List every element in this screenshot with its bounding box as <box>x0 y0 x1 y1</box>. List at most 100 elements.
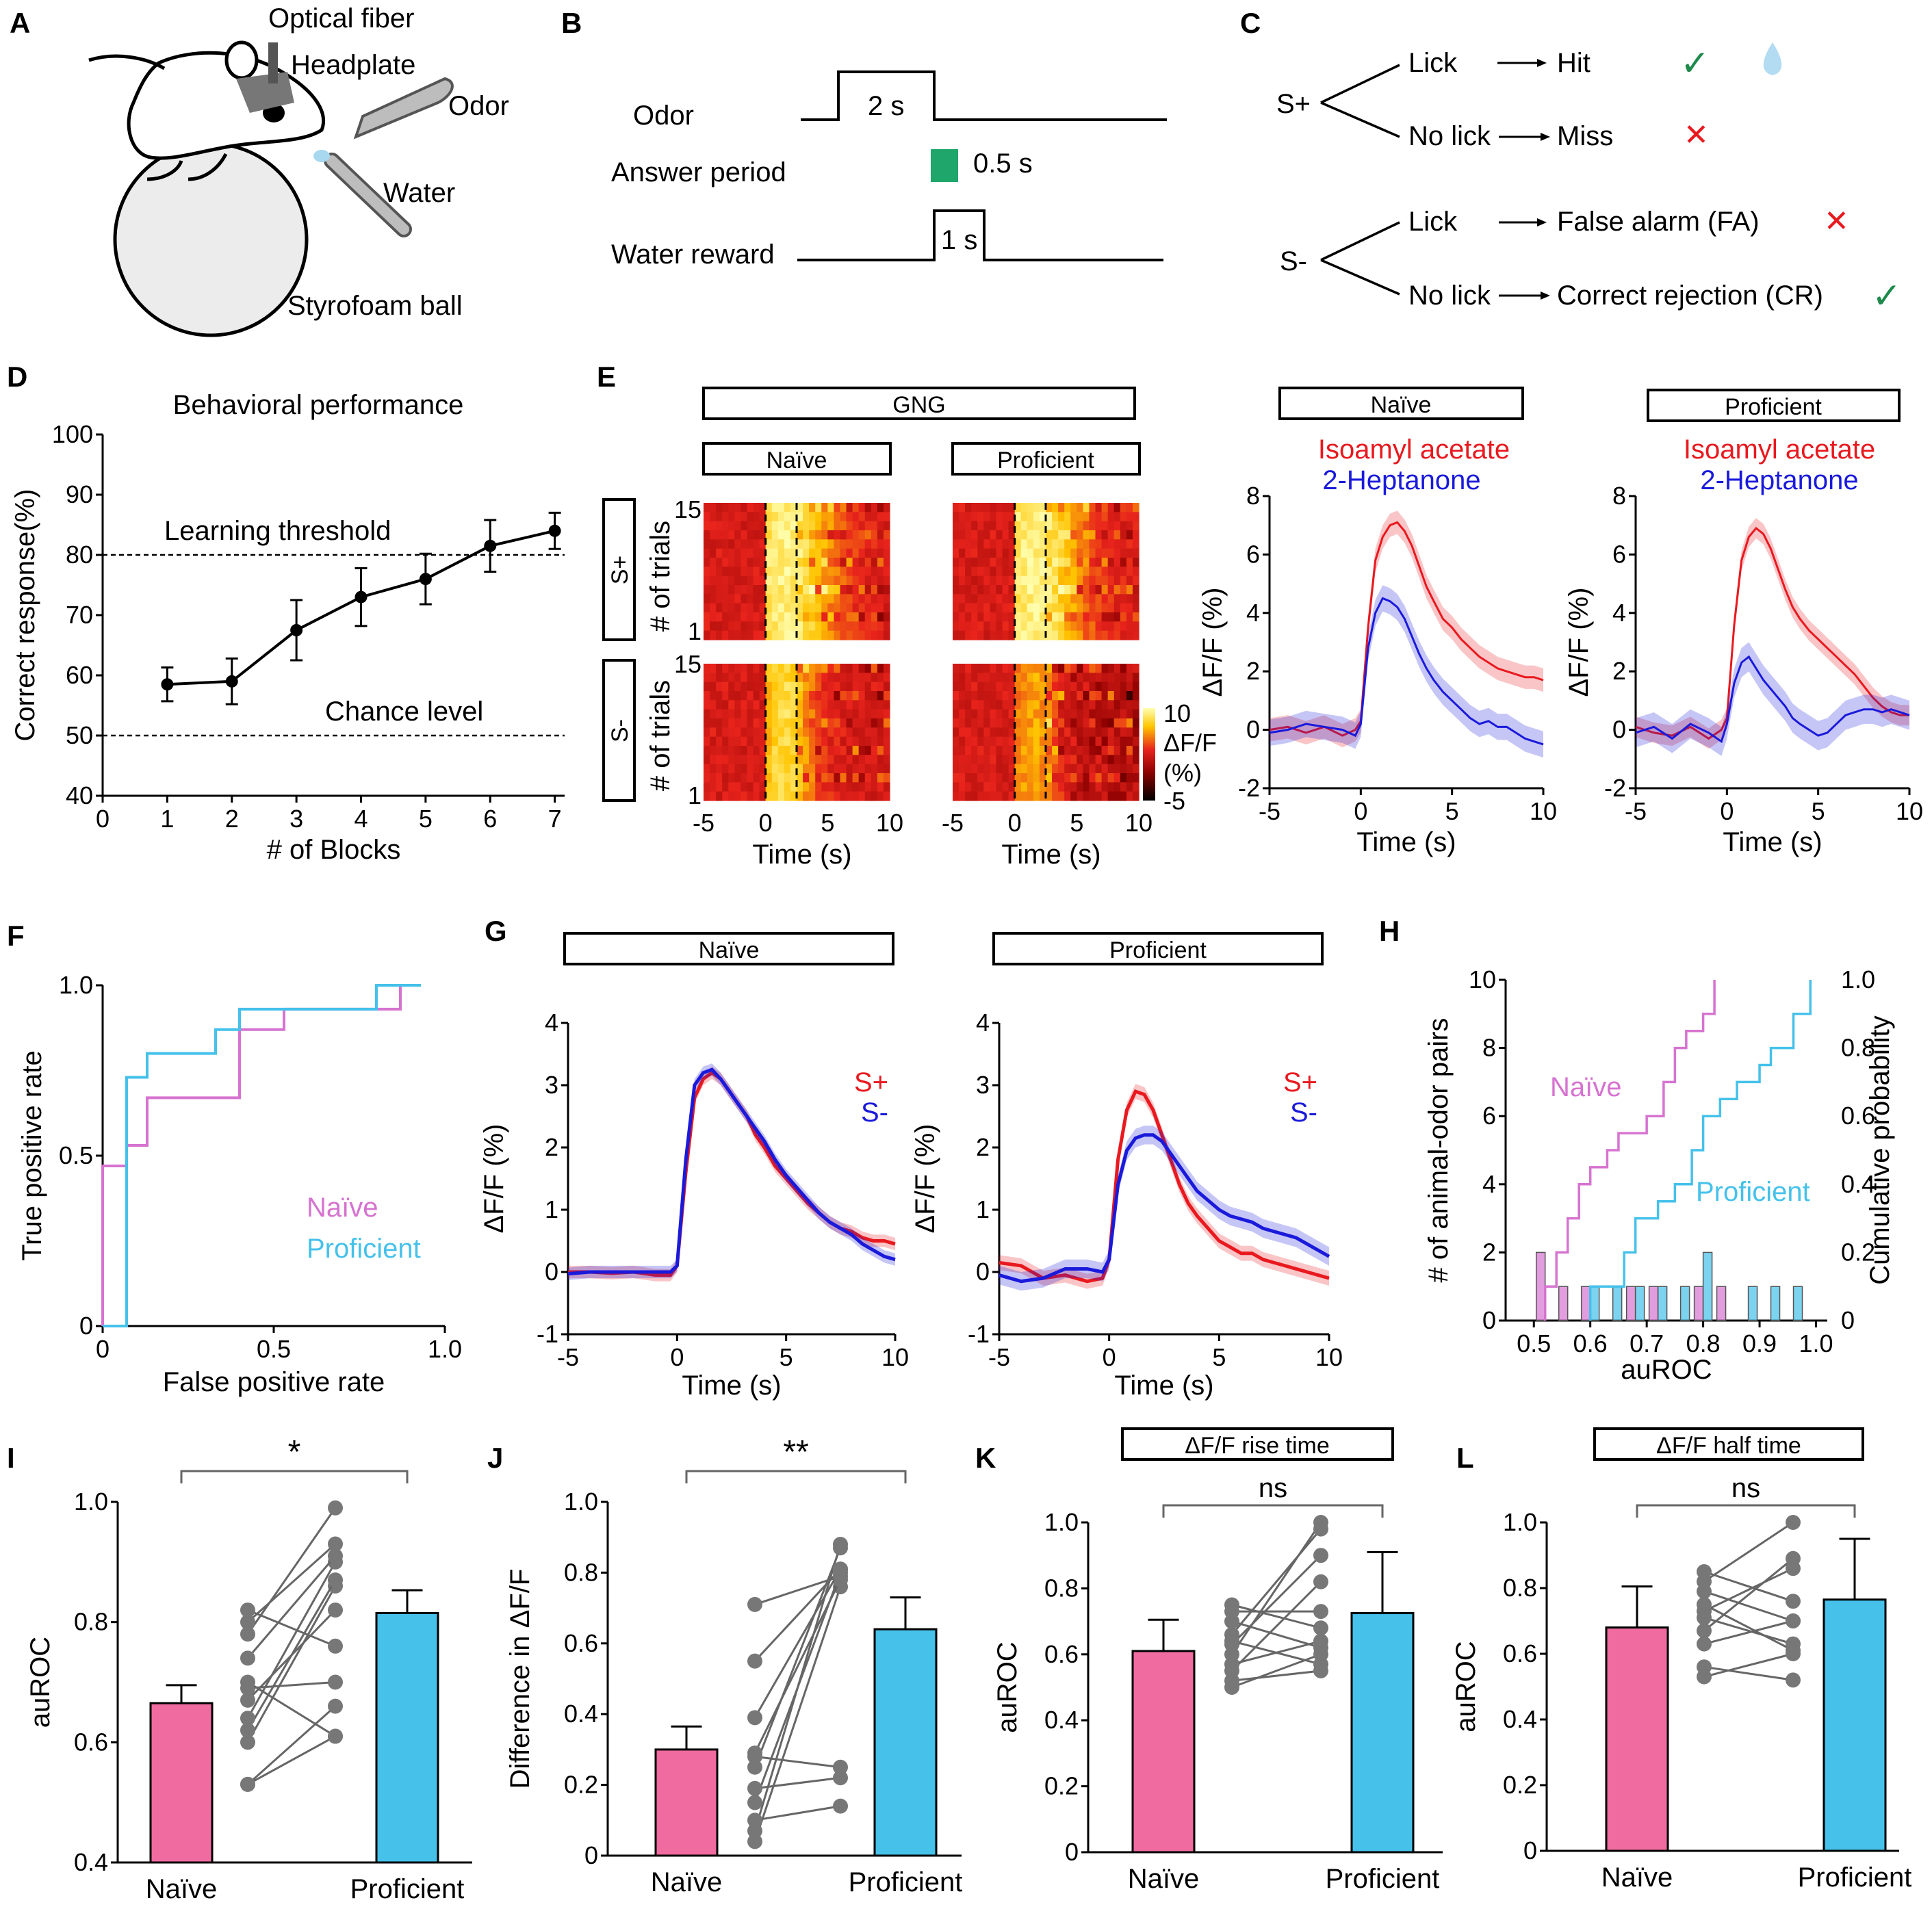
heatmap-cell <box>1107 727 1115 738</box>
data-point <box>161 678 174 691</box>
data-point <box>1786 1561 1801 1576</box>
heatmap-cell <box>740 512 748 522</box>
heatmap-cell <box>1039 691 1046 701</box>
heatmap-cell <box>1002 718 1009 728</box>
heatmap-cell <box>1064 718 1071 728</box>
heatmap-cell <box>821 755 828 765</box>
heatmap-cell <box>990 664 997 673</box>
heatmap-cell <box>858 755 866 765</box>
heatmap-cell <box>1020 585 1028 595</box>
heatmap-cell <box>734 539 741 549</box>
heatmap-cell <box>1095 548 1103 558</box>
heatmap-cell <box>722 567 729 577</box>
heatmap-cell <box>971 594 978 604</box>
heatmap-cell <box>797 503 803 512</box>
heatmap-cell <box>1095 558 1103 567</box>
heatmap-cell <box>852 521 860 531</box>
heatmap-cell <box>871 539 878 549</box>
heatmap-cell <box>858 575 866 586</box>
y-tick-label: 0 <box>1065 1838 1079 1866</box>
heatmap-cell <box>959 594 966 604</box>
heatmap-cell <box>1064 567 1071 577</box>
heatmap-cell <box>1095 594 1103 604</box>
heatmap-cell <box>1002 673 1009 683</box>
heatmap-cell <box>790 575 797 586</box>
heatmap-cell <box>747 539 754 549</box>
heatmap-cell <box>734 664 741 673</box>
heatmap-cell <box>1126 718 1133 728</box>
label-hit: Hit <box>1557 48 1590 78</box>
label-s-plus: S+ <box>1276 89 1311 119</box>
heatmap-cell <box>1132 736 1139 746</box>
heatmap-cell <box>852 530 860 540</box>
heatmap-cell <box>840 558 847 567</box>
heatmap-cell <box>1083 727 1090 738</box>
data-point <box>747 1596 762 1612</box>
heatmap-cell <box>1101 594 1109 604</box>
heatmap-cell <box>1070 585 1077 595</box>
heatmap-cell <box>846 727 853 738</box>
heatmap-cell <box>1033 558 1040 567</box>
heatmap-cell <box>790 746 797 755</box>
heatmap-cell <box>877 630 884 640</box>
heatmap-cell <box>965 530 972 540</box>
naive-header-label: Naïve <box>699 937 760 963</box>
heatmap-cell <box>777 603 785 613</box>
heatmap-cell <box>827 791 834 801</box>
heatmap-cell <box>1058 558 1065 567</box>
heatmap-cell <box>821 764 828 774</box>
heatmap-cell <box>877 512 884 522</box>
heatmap-cell <box>1077 558 1083 567</box>
heatmap-cell <box>722 603 729 613</box>
heatmap-cell <box>877 503 884 512</box>
heatmap-cell <box>753 521 760 531</box>
y-tick-label: 2 <box>1612 657 1626 685</box>
heatmap-cell <box>1089 709 1096 719</box>
branch-line <box>1320 101 1400 138</box>
heatmap-cell <box>953 691 959 701</box>
heatmap-cell <box>821 773 828 783</box>
heatmap-cell <box>784 612 791 622</box>
heatmap-cell <box>765 530 773 540</box>
heatmap-cell <box>1064 755 1071 765</box>
heatmap-cell <box>1064 548 1071 558</box>
heatmap-cell <box>953 585 959 595</box>
heatmap-cell <box>1027 585 1034 595</box>
heatmap-cell <box>834 503 841 512</box>
heatmap-cell <box>704 585 710 595</box>
heatmap-cell <box>846 585 853 595</box>
heatmap-cell <box>834 630 841 640</box>
heatmap-cell <box>852 718 860 728</box>
heatmap-cell <box>953 764 959 774</box>
heatmap-cell <box>852 512 860 522</box>
heatmap-cell <box>1089 594 1096 604</box>
heatmap-cell <box>1027 773 1034 783</box>
heatmap-cell <box>803 548 810 558</box>
heatmap-cell <box>1064 791 1071 801</box>
heatmap-cell <box>797 700 803 710</box>
heatmap-cell <box>747 736 754 746</box>
heatmap-cell <box>1014 673 1022 683</box>
heatmap-cell <box>858 558 866 567</box>
heatmap-cell <box>971 681 978 692</box>
heatmap-cell <box>728 736 735 746</box>
heatmap-cell <box>728 700 735 710</box>
heatmap-cell <box>959 530 966 540</box>
heatmap-cell <box>716 664 723 673</box>
heatmap-cell <box>1101 539 1109 549</box>
x-axis-label: Time (s) <box>752 840 851 870</box>
heatmap-cell <box>753 612 760 622</box>
heatmap-cell <box>1107 691 1115 701</box>
data-point <box>747 1710 762 1726</box>
heatmap-cell <box>1014 603 1022 613</box>
heatmap-cell <box>977 621 984 632</box>
x-tick-label: 0.5 <box>1517 1329 1551 1358</box>
heatmap-cell <box>759 567 767 577</box>
heatmap-cell <box>1020 503 1028 512</box>
heatmap-cell <box>1070 782 1077 792</box>
label-miss: Miss <box>1557 121 1613 151</box>
heatmap-cell <box>883 575 890 586</box>
pair-line <box>246 1507 337 1635</box>
significance-label: ns <box>1731 1473 1760 1503</box>
